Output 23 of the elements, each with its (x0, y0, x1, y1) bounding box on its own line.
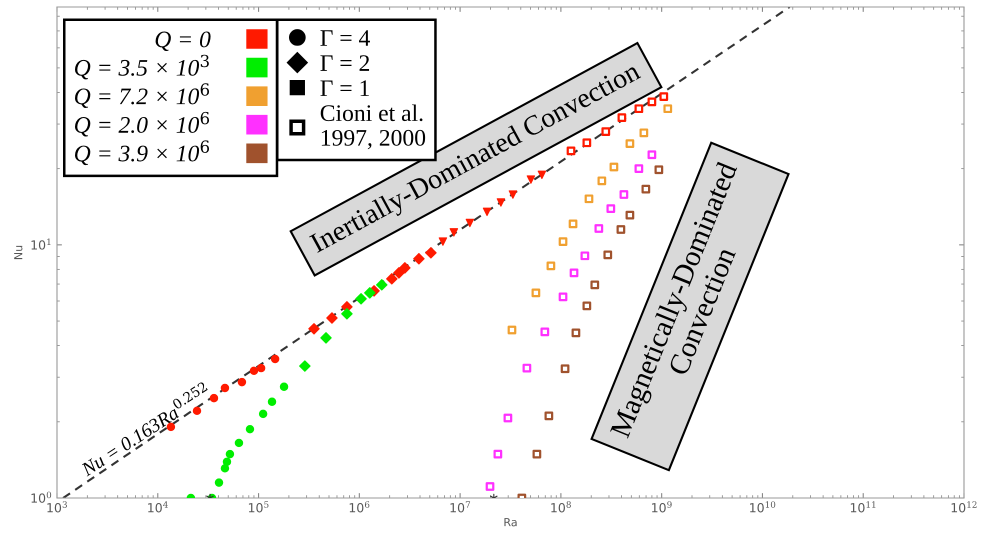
x-tick-label: 10$^{11}$ (850, 501, 876, 512)
legend-label: Q = 2.0 × 10$^{6}$ (75, 112, 210, 137)
x-tick-label: 10$^{12}$ (952, 501, 977, 512)
x-tick-label: 10$^{5}$ (248, 501, 268, 512)
legend-label: Q = 3.9 × 10$^{6}$ (75, 140, 210, 166)
annotation: Γ = 4 (320, 30, 370, 46)
x-tick-label: 10$^{3}$ (47, 501, 67, 512)
x-tick-label: 10$^{10}$ (750, 501, 776, 512)
x-axis-title: Ra (504, 518, 517, 526)
y-tick-label: 10$^{1}$ (32, 238, 50, 250)
annotation: Nu = 0.163Ra$^{0.252}$ (78, 381, 212, 477)
x-tick-label: 10$^{8}$ (551, 501, 571, 512)
legend-label: Q = 7.2 × 10$^{6}$ (75, 83, 210, 108)
x-tick-label: 10$^{9}$ (652, 501, 672, 512)
x-tick-label: 10$^{4}$ (148, 501, 168, 512)
annotation: Γ = 2 (320, 55, 370, 71)
annotation: Γ = 1 (320, 80, 369, 96)
y-axis-title: Nu (14, 246, 22, 260)
x-tick-label: 10$^{6}$ (350, 501, 370, 512)
legend-label: Q = 3.5 × 10$^{3}$ (75, 54, 209, 80)
legend-label: Q = 0 (156, 31, 211, 51)
x-tick-label: 10$^{7}$ (450, 501, 470, 512)
y-tick-label: 10$^{0}$ (32, 492, 52, 503)
